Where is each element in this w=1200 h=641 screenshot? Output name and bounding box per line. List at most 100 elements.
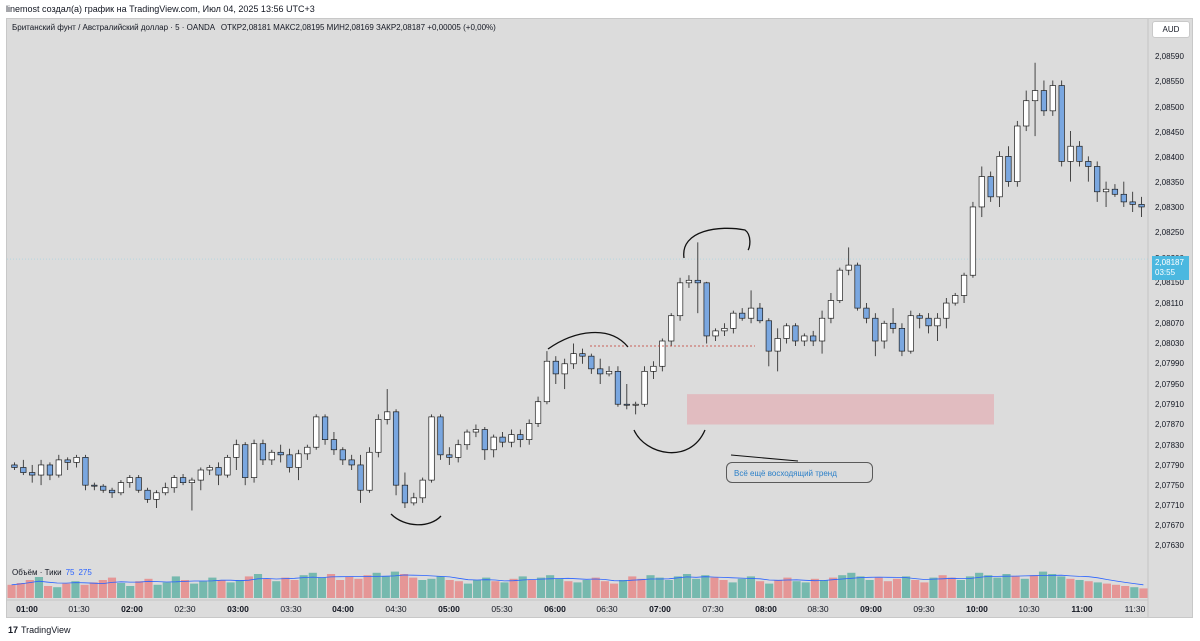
candle-body bbox=[818, 317, 826, 342]
candle-body bbox=[952, 295, 959, 304]
candle-body bbox=[437, 416, 444, 456]
volume-bar bbox=[1130, 587, 1139, 598]
candle-body bbox=[171, 477, 178, 489]
candle-body bbox=[996, 156, 1003, 198]
volume-bar bbox=[272, 581, 281, 598]
volume-bar bbox=[53, 587, 62, 598]
x-tick-label: 03:00 bbox=[227, 604, 249, 614]
y-tick-label: 2,08250 bbox=[1155, 228, 1184, 237]
volume-bar bbox=[107, 577, 117, 598]
y-tick-label: 2,08030 bbox=[1155, 339, 1184, 348]
x-tick-label: 05:00 bbox=[438, 604, 460, 614]
tradingview-logo[interactable]: 17 TradingView bbox=[8, 625, 71, 635]
x-tick-label: 03:30 bbox=[280, 604, 302, 614]
volume-bar bbox=[454, 581, 463, 598]
candle-body bbox=[375, 419, 382, 453]
volume-bar bbox=[847, 572, 856, 598]
currency-button[interactable]: AUD bbox=[1152, 21, 1190, 38]
y-tick-label: 2,08500 bbox=[1155, 103, 1184, 112]
candle-body bbox=[295, 453, 302, 468]
candle-body bbox=[357, 464, 364, 491]
y-tick-label: 2,07910 bbox=[1155, 400, 1184, 409]
y-tick-label: 2,07670 bbox=[1155, 521, 1184, 530]
note-pointer-line bbox=[730, 454, 799, 462]
candle-body bbox=[206, 467, 213, 471]
candle-body bbox=[721, 328, 728, 332]
volume-bar bbox=[1102, 583, 1111, 598]
volume-bar bbox=[1139, 588, 1148, 598]
candle-body bbox=[1138, 204, 1145, 208]
volume-bar bbox=[774, 580, 783, 598]
volume-legend-label: Объём · Тики bbox=[12, 568, 62, 577]
candle-body bbox=[313, 416, 320, 448]
x-tick-label: 09:30 bbox=[913, 604, 935, 614]
volume-bar bbox=[728, 582, 737, 598]
volume-bar bbox=[162, 582, 171, 598]
candle-body bbox=[597, 368, 604, 375]
candle-body bbox=[685, 279, 693, 284]
y-tick-label: 2,08550 bbox=[1155, 77, 1184, 86]
x-tick-label: 07:30 bbox=[702, 604, 724, 614]
volume-bar bbox=[755, 581, 765, 598]
volume-bar bbox=[719, 580, 728, 598]
candle-body bbox=[215, 467, 222, 476]
x-tick-label: 08:00 bbox=[755, 604, 777, 614]
candle-body bbox=[960, 274, 968, 296]
candle-body bbox=[845, 264, 852, 271]
volume-bar bbox=[299, 575, 308, 598]
x-tick-label: 08:30 bbox=[807, 604, 829, 614]
volume-bar bbox=[500, 582, 509, 598]
x-tick-label: 01:00 bbox=[16, 604, 38, 614]
volume-bar bbox=[1002, 574, 1011, 598]
candle-body bbox=[126, 477, 133, 483]
volume-bar bbox=[1011, 576, 1020, 598]
volume-bar bbox=[746, 576, 755, 598]
symbol-title: Британский фунт / Австралийский доллар ·… bbox=[12, 23, 215, 32]
candle-body bbox=[854, 264, 861, 309]
volume-legend: Объём · Тики 75 275 bbox=[12, 568, 92, 577]
candle-body bbox=[55, 459, 62, 476]
candle-body bbox=[20, 467, 27, 473]
drawn-arc-peak bbox=[683, 227, 751, 259]
y-tick-label: 2,07750 bbox=[1155, 481, 1184, 490]
volume-bar bbox=[1057, 576, 1066, 598]
volume-bar bbox=[938, 575, 947, 598]
volume-bar bbox=[710, 577, 719, 598]
volume-bar bbox=[682, 574, 692, 598]
candle-body bbox=[810, 335, 817, 342]
volume-bar bbox=[491, 581, 500, 598]
volume-bar bbox=[527, 580, 536, 598]
volume-bar bbox=[135, 581, 144, 598]
volume-bar bbox=[253, 574, 263, 598]
candle-body bbox=[552, 360, 559, 375]
volume-bar bbox=[190, 583, 199, 598]
candle-body bbox=[37, 464, 45, 476]
y-tick-label: 2,07950 bbox=[1155, 380, 1184, 389]
brand-name: TradingView bbox=[21, 625, 71, 635]
volume-bar bbox=[701, 575, 710, 598]
volume-bar bbox=[655, 577, 664, 598]
volume-bar bbox=[829, 577, 838, 598]
candle-body bbox=[162, 487, 169, 494]
candle-body bbox=[1040, 90, 1048, 112]
candle-body bbox=[934, 317, 941, 327]
volume-bar bbox=[619, 580, 628, 598]
candle-body bbox=[73, 457, 80, 463]
x-tick-label: 01:30 bbox=[68, 604, 90, 614]
volume-bar bbox=[664, 580, 673, 598]
volume-bar bbox=[44, 586, 53, 598]
candle-body bbox=[1005, 156, 1012, 182]
candle-body bbox=[943, 302, 950, 319]
candle-body bbox=[366, 451, 373, 491]
candle-body bbox=[330, 439, 338, 451]
volume-bar bbox=[856, 576, 865, 598]
candle-body bbox=[827, 300, 835, 319]
candle-body bbox=[774, 338, 781, 352]
volume-bar bbox=[16, 583, 25, 598]
candle-body bbox=[268, 451, 275, 461]
x-tick-label: 06:00 bbox=[544, 604, 566, 614]
volume-bar bbox=[993, 577, 1002, 598]
candle-body bbox=[463, 431, 471, 446]
candle-body bbox=[348, 459, 355, 466]
